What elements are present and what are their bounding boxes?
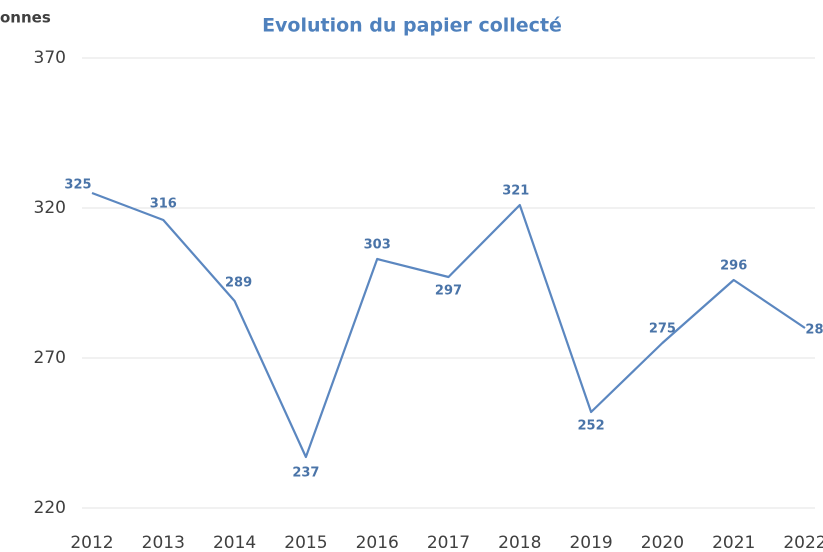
x-tick-label: 2012 bbox=[70, 533, 113, 552]
x-tick-label: 2014 bbox=[213, 533, 256, 552]
data-label: 321 bbox=[502, 184, 529, 199]
data-label: 325 bbox=[64, 178, 91, 193]
y-tick-label: 320 bbox=[34, 198, 66, 218]
y-tick-label: 370 bbox=[34, 48, 66, 68]
x-tick-label: 2015 bbox=[284, 533, 327, 552]
x-tick-label: 2018 bbox=[498, 533, 541, 552]
data-label: 296 bbox=[720, 259, 747, 274]
x-tick-label: 2016 bbox=[356, 533, 399, 552]
x-tick-label: 2013 bbox=[142, 533, 185, 552]
x-tick-label: 2021 bbox=[712, 533, 755, 552]
x-tick-label: 2022 bbox=[783, 533, 823, 552]
data-label: 316 bbox=[150, 197, 177, 212]
y-tick-label: 270 bbox=[34, 348, 66, 368]
x-tick-label: 2017 bbox=[427, 533, 470, 552]
data-label: 275 bbox=[649, 322, 676, 337]
data-label: 252 bbox=[578, 419, 605, 434]
chart-title: Evolution du papier collecté bbox=[262, 15, 562, 37]
y-axis-label: onnes bbox=[0, 9, 51, 27]
data-label: 289 bbox=[225, 276, 252, 291]
data-label: 297 bbox=[435, 284, 462, 299]
x-tick-label: 2020 bbox=[641, 533, 684, 552]
data-label: 280 bbox=[805, 323, 823, 338]
data-label: 237 bbox=[292, 466, 319, 481]
data-line bbox=[91, 191, 806, 459]
y-tick-label: 220 bbox=[34, 498, 66, 518]
data-label: 303 bbox=[364, 238, 391, 253]
x-tick-label: 2019 bbox=[569, 533, 612, 552]
